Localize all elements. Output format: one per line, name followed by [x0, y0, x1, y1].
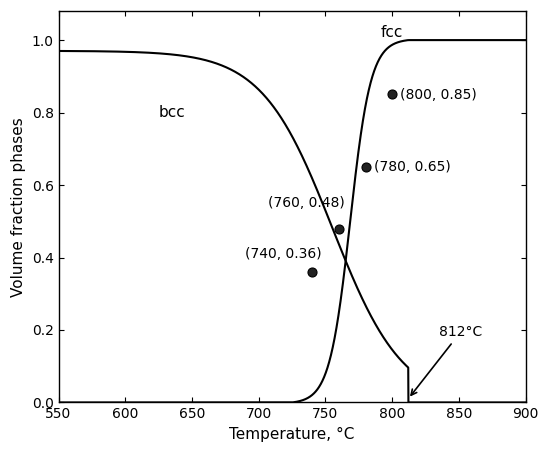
- Text: 812°C: 812°C: [411, 325, 482, 395]
- Text: (740, 0.36): (740, 0.36): [245, 247, 322, 261]
- Text: (760, 0.48): (760, 0.48): [268, 197, 345, 210]
- Text: bcc: bcc: [158, 105, 185, 120]
- Text: (800, 0.85): (800, 0.85): [400, 88, 477, 102]
- Text: (780, 0.65): (780, 0.65): [373, 160, 450, 174]
- Text: fcc: fcc: [380, 25, 403, 40]
- Y-axis label: Volume fraction phases: Volume fraction phases: [11, 117, 26, 297]
- X-axis label: Temperature, °C: Temperature, °C: [229, 427, 355, 442]
